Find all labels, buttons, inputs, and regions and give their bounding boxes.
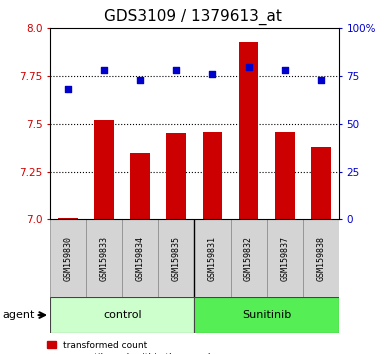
Bar <box>303 219 339 297</box>
Bar <box>50 297 194 333</box>
Bar <box>131 153 150 219</box>
Text: GDS3109 / 1379613_at: GDS3109 / 1379613_at <box>104 9 281 25</box>
Text: GSM159835: GSM159835 <box>172 236 181 281</box>
Point <box>246 64 252 69</box>
Bar <box>275 132 295 219</box>
Text: GSM159838: GSM159838 <box>316 236 325 281</box>
Text: agent: agent <box>2 310 34 320</box>
Bar <box>94 120 114 219</box>
Text: control: control <box>103 310 142 320</box>
Bar <box>86 219 122 297</box>
Point <box>65 87 71 92</box>
Bar <box>311 147 331 219</box>
Bar <box>194 297 339 333</box>
Bar <box>203 132 223 219</box>
Text: GSM159832: GSM159832 <box>244 236 253 281</box>
Point <box>318 77 324 83</box>
Legend: transformed count, percentile rank within the sample: transformed count, percentile rank withi… <box>47 341 216 354</box>
Point <box>137 77 143 83</box>
Text: GSM159837: GSM159837 <box>280 236 289 281</box>
Text: Sunitinib: Sunitinib <box>242 310 291 320</box>
Point <box>209 72 216 77</box>
Bar <box>122 219 158 297</box>
Text: GSM159830: GSM159830 <box>64 236 73 281</box>
Bar <box>194 219 231 297</box>
Bar <box>158 219 194 297</box>
Bar <box>166 133 186 219</box>
Text: GSM159833: GSM159833 <box>100 236 109 281</box>
Bar <box>50 219 86 297</box>
Text: GSM159834: GSM159834 <box>136 236 145 281</box>
Point <box>173 68 179 73</box>
Bar <box>239 42 258 219</box>
Bar <box>266 219 303 297</box>
Bar <box>231 219 266 297</box>
Point <box>101 68 107 73</box>
Text: GSM159831: GSM159831 <box>208 236 217 281</box>
Point <box>281 68 288 73</box>
Bar <box>58 218 78 219</box>
